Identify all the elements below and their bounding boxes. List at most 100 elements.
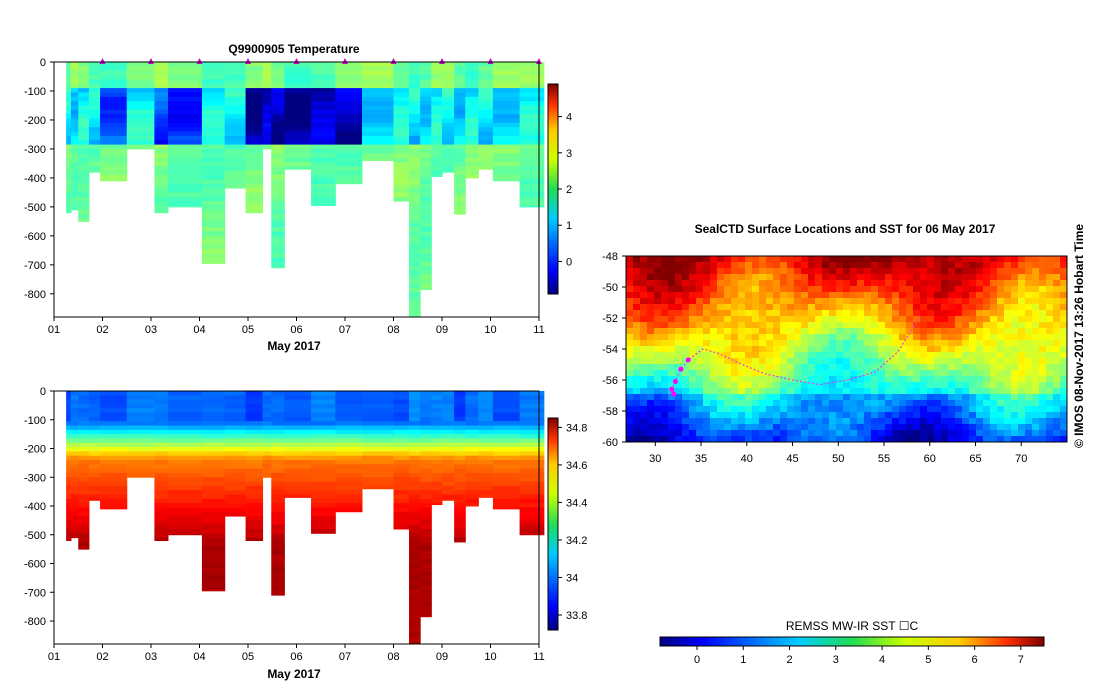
temperature-cell (409, 175, 421, 180)
colorbar-tick-label: 34 (566, 572, 578, 584)
temperature-cell (420, 122, 432, 128)
sst-cell (710, 262, 718, 269)
salinity-cell (420, 580, 432, 586)
sst-cell (1011, 424, 1019, 431)
salinity-cell (492, 438, 521, 444)
temperature-cell (492, 118, 521, 124)
sst-cell (717, 388, 725, 395)
sst-cell (997, 370, 1005, 377)
salinity-cell (454, 412, 466, 418)
temperature-cell (409, 161, 421, 167)
lon-tick-label: 50 (832, 453, 844, 465)
sst-cell (1025, 424, 1033, 431)
temperature-cell (519, 201, 545, 206)
salinity-cell (88, 485, 101, 491)
salinity-cell (271, 403, 285, 409)
salinity-cell (492, 494, 521, 500)
sst-cell (710, 376, 718, 383)
sst-cell (675, 394, 683, 401)
temperature-cell (78, 192, 90, 198)
temperature-cell (393, 114, 410, 120)
sst-cell (990, 430, 998, 437)
temperature-cell (271, 179, 285, 185)
temperature-cell (492, 83, 521, 89)
salinity-cell (78, 408, 90, 414)
y-tick-label: -600 (24, 231, 46, 243)
temperature-cell (271, 70, 285, 76)
sst-cell (948, 406, 956, 413)
salinity-cell (519, 503, 545, 508)
sst-cell (752, 436, 760, 442)
sst-cell (843, 298, 851, 305)
temperature-cell (224, 114, 247, 120)
salinity-cell (70, 391, 79, 396)
temperature-cell (420, 92, 432, 98)
salinity-cell (66, 511, 72, 517)
temperature-cell (201, 235, 226, 241)
salinity-cell (100, 408, 128, 414)
salinity-cell (201, 572, 226, 577)
sst-cell (871, 370, 879, 377)
salinity-cell (78, 412, 90, 418)
sst-cell (822, 268, 830, 275)
temperature-cell (335, 175, 363, 180)
sst-cell (969, 406, 977, 413)
salinity-cell (167, 524, 203, 530)
temperature-cell (519, 105, 545, 111)
salinity-cell (224, 434, 247, 439)
sst-cell (780, 412, 788, 419)
sst-cell (1025, 334, 1033, 341)
sst-cell (906, 340, 914, 347)
sst-cell (899, 400, 907, 407)
sst-cell (906, 376, 914, 383)
y-tick-label: -400 (24, 501, 46, 513)
temperature-cell (420, 96, 432, 102)
sst-cell (766, 292, 774, 299)
salinity-cell (393, 442, 410, 448)
salinity-cell (100, 468, 128, 474)
salinity-cell (100, 429, 128, 435)
salinity-cell (154, 408, 169, 414)
temperature-cell (393, 105, 410, 111)
sst-cell (780, 388, 788, 395)
surface-marker (487, 58, 494, 64)
salinity-cell (492, 455, 521, 461)
sst-cell (675, 256, 683, 263)
sst-cell (773, 400, 781, 407)
sst-cell (675, 418, 683, 425)
salinity-cell (492, 464, 521, 470)
sst-cell (1032, 316, 1040, 323)
sst-cell (976, 358, 984, 365)
sst-cell (640, 316, 648, 323)
sst-colorbar-tick-label: 0 (694, 654, 700, 666)
salinity-cell (88, 412, 101, 418)
temperature-cell (393, 157, 410, 163)
colorbar-tick-label: 3 (566, 148, 572, 160)
sst-cell (801, 316, 809, 323)
temperature-cell (262, 144, 272, 150)
temperature-cell (78, 114, 90, 120)
temperature-cell (271, 192, 285, 198)
sst-cell (682, 412, 690, 419)
sst-cell (990, 358, 998, 365)
salinity-cell (271, 529, 285, 534)
temperature-cell (393, 122, 410, 128)
sst-cell (773, 274, 781, 281)
sst-cell (1018, 418, 1026, 425)
temperature-cell (66, 196, 72, 202)
sst-cell (969, 364, 977, 371)
sst-cell (850, 292, 858, 299)
sst-cell (836, 364, 844, 371)
sst-cell (654, 388, 662, 395)
sst-cell (1025, 292, 1033, 299)
sst-cell (633, 280, 641, 287)
sst-cell (822, 430, 830, 437)
sst-cell (969, 370, 977, 377)
salinity-cell (78, 546, 90, 550)
temperature-cell (519, 175, 545, 180)
sst-cell (696, 310, 704, 317)
sst-cell (1011, 418, 1019, 425)
temperature-cell (465, 122, 479, 128)
salinity-cell (311, 511, 336, 517)
salinity-cell (66, 468, 72, 474)
